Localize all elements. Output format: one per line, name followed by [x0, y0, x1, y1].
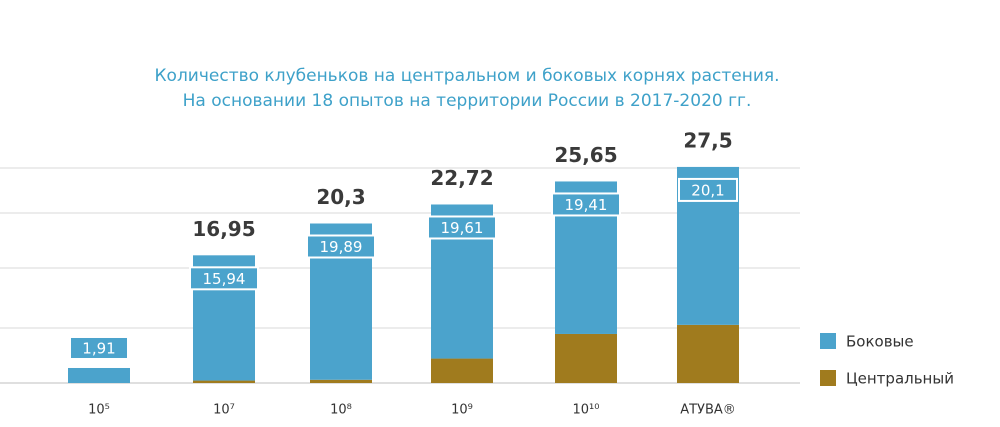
bar-segment [555, 333, 617, 383]
bar-segment [431, 358, 493, 383]
value-label-box [69, 335, 129, 360]
total-label: 16,95 [192, 217, 255, 241]
x-tick-label: 10⁹ [451, 403, 473, 418]
legend-swatch [820, 333, 836, 349]
value-label: 15,94 [203, 270, 246, 288]
legend-label: Центральный [846, 370, 954, 388]
x-tick-label: 10⁸ [330, 403, 352, 418]
bar-segment [310, 379, 372, 383]
legend-swatch [820, 370, 836, 386]
value-label-box [189, 266, 259, 291]
x-tick-label: 10⁷ [213, 403, 235, 418]
chart-subtitle: На основании 18 опытов на территории Рос… [183, 91, 752, 111]
x-tick-label: АТУВА® [680, 403, 736, 418]
value-label-box [427, 215, 497, 240]
value-label-box [678, 177, 738, 202]
x-tick-label: 10⁵ [88, 403, 110, 418]
total-label: 25,65 [554, 143, 617, 167]
value-label-box [551, 192, 621, 217]
value-label: 19,41 [565, 196, 608, 214]
total-label: 20,3 [316, 185, 365, 209]
bar-segment [677, 324, 739, 383]
chart-title: Количество клубеньков на центральном и б… [154, 66, 779, 86]
bar-segment [68, 367, 130, 383]
legend-label: Боковые [846, 333, 914, 351]
value-label: 19,61 [441, 219, 484, 237]
total-label: 27,5 [683, 128, 732, 152]
value-label-box [306, 234, 376, 259]
x-tick-label: 10¹⁰ [573, 403, 600, 418]
value-label: 19,89 [320, 238, 363, 256]
value-label: 20,1 [691, 181, 724, 199]
total-label: 22,72 [430, 166, 493, 190]
bar-segment [193, 380, 255, 383]
value-label: 1,91 [82, 339, 115, 357]
